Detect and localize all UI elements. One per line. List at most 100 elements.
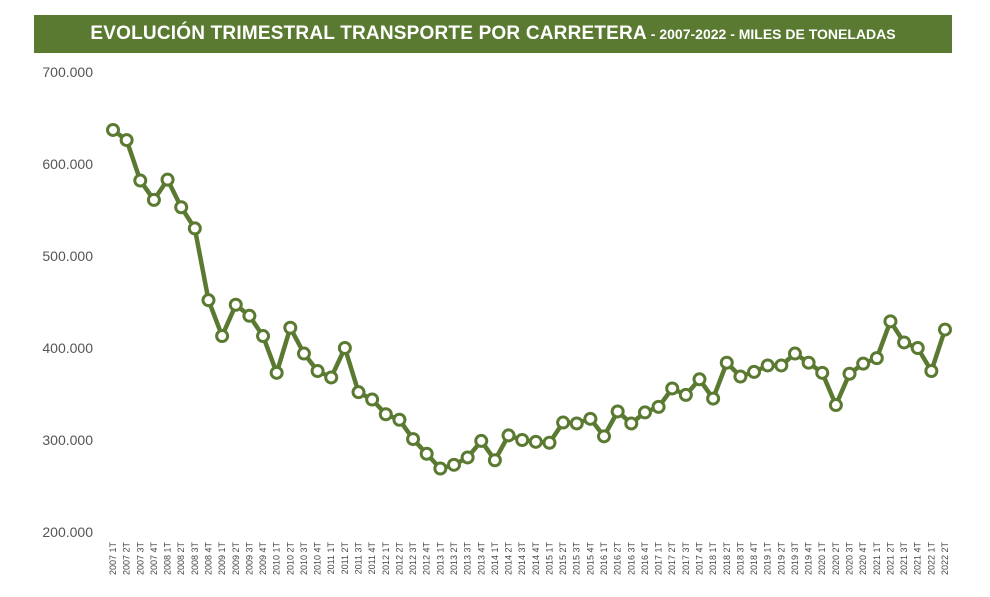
chart-title: EVOLUCIÓN TRIMESTRAL TRANSPORTE POR CARR… bbox=[90, 23, 647, 44]
x-tick-label: 2009 2T bbox=[231, 542, 241, 576]
x-tick-label: 2019 3T bbox=[790, 542, 800, 576]
data-point bbox=[706, 391, 721, 406]
x-tick-label: 2011 4T bbox=[367, 542, 377, 575]
chart-title-bar: EVOLUCIÓN TRIMESTRAL TRANSPORTE POR CARR… bbox=[34, 15, 952, 53]
data-point bbox=[515, 433, 530, 447]
y-tick-label: 600.000 bbox=[42, 156, 93, 172]
x-tick-label: 2020 1T bbox=[817, 542, 827, 576]
data-point bbox=[760, 358, 775, 373]
data-point bbox=[883, 314, 898, 329]
data-point bbox=[406, 432, 421, 447]
data-point bbox=[938, 322, 952, 337]
x-tick-label: 2013 1T bbox=[435, 542, 445, 576]
data-point bbox=[310, 364, 325, 378]
data-point bbox=[556, 415, 571, 430]
x-tick-label: 2020 2T bbox=[831, 542, 841, 576]
data-point bbox=[351, 385, 366, 400]
x-tick-label: 2019 2T bbox=[776, 542, 786, 576]
x-tick-label: 2008 4T bbox=[203, 542, 213, 576]
data-point bbox=[242, 308, 257, 323]
x-tick-label: 2015 2T bbox=[558, 542, 568, 576]
data-point bbox=[910, 341, 925, 355]
x-tick-label: 2007 3T bbox=[135, 542, 145, 576]
x-tick-label: 2010 4T bbox=[313, 542, 323, 576]
x-tick-label: 2008 3T bbox=[190, 542, 200, 576]
data-point bbox=[869, 351, 884, 366]
x-tick-label: 2021 1T bbox=[872, 542, 882, 576]
data-point bbox=[624, 416, 639, 431]
x-tick-label: 2021 3T bbox=[899, 542, 909, 576]
data-point bbox=[528, 434, 543, 449]
x-tick-label: 2010 2T bbox=[285, 542, 295, 576]
x-tick-label: 2018 2T bbox=[722, 542, 732, 576]
x-tick-label: 2014 1T bbox=[490, 542, 500, 576]
x-tick-label: 2021 4T bbox=[913, 542, 923, 576]
y-tick-label: 500.000 bbox=[42, 248, 93, 264]
x-tick-label: 2010 1T bbox=[272, 542, 282, 576]
data-point bbox=[569, 416, 584, 431]
x-tick-label: 2022 1T bbox=[926, 542, 936, 576]
data-point bbox=[924, 364, 939, 378]
x-tick-label: 2012 1T bbox=[381, 542, 391, 576]
data-point bbox=[651, 399, 666, 414]
data-point bbox=[747, 364, 762, 379]
x-tick-label: 2016 2T bbox=[613, 542, 623, 576]
x-tick-label: 2020 3T bbox=[845, 542, 855, 576]
data-point bbox=[610, 404, 625, 419]
x-tick-label: 2022 2T bbox=[940, 542, 950, 576]
data-point bbox=[460, 450, 475, 465]
data-point bbox=[419, 446, 434, 461]
data-point bbox=[283, 320, 298, 335]
x-tick-label: 2021 2T bbox=[885, 542, 895, 576]
x-tick-label: 2012 4T bbox=[422, 542, 432, 576]
x-tick-label: 2008 1T bbox=[163, 542, 173, 576]
x-tick-label: 2014 3T bbox=[517, 542, 527, 576]
x-tick-label: 2014 4T bbox=[531, 542, 541, 576]
data-point bbox=[228, 297, 243, 312]
x-tick-label: 2015 4T bbox=[585, 542, 595, 576]
x-tick-label: 2007 4T bbox=[149, 542, 159, 576]
x-tick-label: 2016 3T bbox=[626, 542, 636, 576]
data-point bbox=[842, 366, 857, 381]
data-point bbox=[774, 358, 789, 373]
data-point bbox=[678, 387, 693, 402]
y-tick-label: 400.000 bbox=[42, 340, 93, 356]
data-point bbox=[446, 457, 461, 472]
x-axis: 2007 1T 2007 2T 2007 3T 2007 4T 2008 1T 2008 … bbox=[108, 542, 950, 576]
x-tick-label: 2013 3T bbox=[463, 542, 473, 576]
data-point bbox=[733, 369, 748, 384]
plot-area bbox=[106, 122, 952, 476]
data-point bbox=[133, 173, 148, 188]
data-point bbox=[215, 329, 230, 344]
data-point bbox=[637, 405, 652, 420]
data-point bbox=[146, 192, 161, 207]
data-point bbox=[487, 453, 502, 468]
chart-subtitle: - 2007-2022 - MILES DE TONELADAS bbox=[646, 26, 896, 42]
y-tick-label: 200.000 bbox=[42, 524, 93, 540]
data-point bbox=[665, 381, 680, 396]
x-tick-label: 2012 2T bbox=[394, 542, 404, 576]
data-point bbox=[801, 355, 816, 370]
x-tick-label: 2011 3T bbox=[354, 542, 364, 575]
y-axis: 200.000 300.000 400.000 500.000 600.000 700.0… bbox=[42, 64, 93, 540]
y-tick-label: 300.000 bbox=[42, 432, 93, 448]
x-tick-label: 2018 3T bbox=[735, 542, 745, 576]
x-tick-label: 2014 2T bbox=[504, 542, 514, 576]
data-point bbox=[160, 172, 175, 187]
x-tick-label: 2011 2T bbox=[340, 542, 350, 575]
data-point bbox=[433, 461, 448, 476]
data-point bbox=[187, 221, 202, 236]
x-tick-label: 2017 3T bbox=[681, 542, 691, 576]
x-tick-label: 2012 3T bbox=[408, 542, 418, 576]
x-tick-label: 2016 4T bbox=[640, 542, 650, 576]
x-tick-label: 2016 1T bbox=[599, 542, 609, 576]
x-tick-label: 2009 3T bbox=[244, 542, 254, 576]
data-point bbox=[392, 412, 407, 427]
x-tick-label: 2009 1T bbox=[217, 542, 227, 576]
x-tick-label: 2015 1T bbox=[544, 542, 554, 576]
x-tick-label: 2017 1T bbox=[654, 542, 664, 576]
x-tick-label: 2020 4T bbox=[858, 542, 868, 576]
data-point bbox=[501, 428, 516, 443]
data-point bbox=[378, 407, 393, 422]
data-point bbox=[597, 429, 612, 444]
